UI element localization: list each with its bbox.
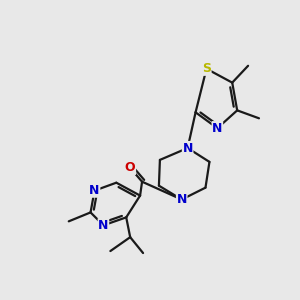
- Text: N: N: [212, 122, 223, 135]
- Text: S: S: [202, 62, 211, 75]
- Text: N: N: [89, 184, 100, 197]
- Text: N: N: [182, 142, 193, 154]
- Text: N: N: [98, 219, 109, 232]
- Text: O: O: [125, 161, 136, 174]
- Text: N: N: [176, 193, 187, 206]
